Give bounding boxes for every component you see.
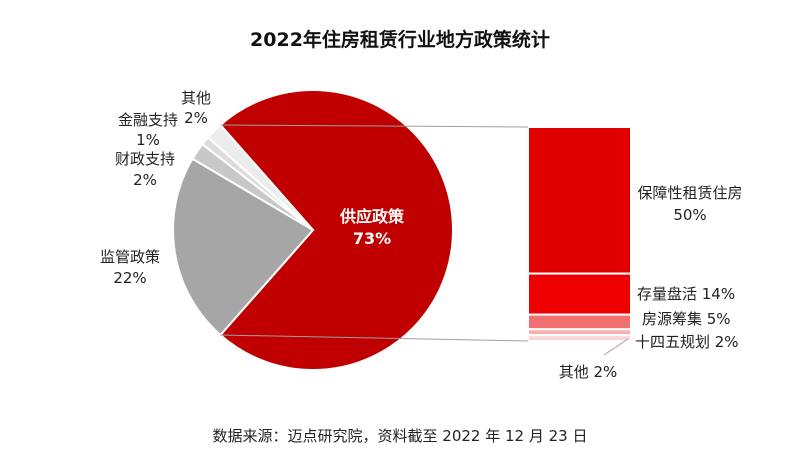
data-labels: 供应政策 73% 监管政策 22% 财政支持 2% 金融支持 1% 其他 2% 保障性租赁住房 50%… [100,89,743,381]
bar-segment-0 [527,126,632,275]
source-note: 数据来源：迈点研究院，资料截至 2022 年 12 月 23 日 [213,427,588,445]
chart-title: 2022年住房租赁行业地方政策统计 [250,28,550,51]
pie-label-name-4: 其他 [181,89,211,107]
bar-label-2: 房源筹集 5% [642,310,731,328]
pie-label-value-3: 1% [136,131,160,149]
connector-lines [220,124,529,342]
bar-label-name-0: 保障性租赁住房 [637,184,742,202]
pie-label-value-1: 22% [113,269,146,287]
bar-segment-2 [527,313,632,331]
pie-label-value-0: 73% [353,229,391,248]
stacked-bar [527,126,632,343]
bar-segment-4 [527,334,632,343]
pie-slice-0 [219,89,454,371]
connector-top [220,124,529,128]
bar-label-value-0: 50% [673,206,706,224]
connector-bottom [220,334,529,342]
pie-label-value-4: 2% [184,109,208,127]
bar-segment-1 [527,272,632,316]
bar-label-3: 十四五规划 2% [635,333,739,351]
pie-label-value-2: 2% [133,171,157,189]
pie-label-name-2: 财政支持 [115,150,175,168]
leader-line-bar-4 [603,338,629,356]
pie-chart [172,89,454,371]
pie-label-name-3: 金融支持 [118,111,178,129]
bar-label-1: 存量盘活 14% [637,285,735,303]
pie-slice-4 [206,123,314,231]
pie-label-name-0: 供应政策 [339,207,405,226]
bar-label-4: 其他 2% [559,363,618,381]
pie-slice-1 [172,157,315,337]
pie-label-name-1: 监管政策 [100,248,160,266]
